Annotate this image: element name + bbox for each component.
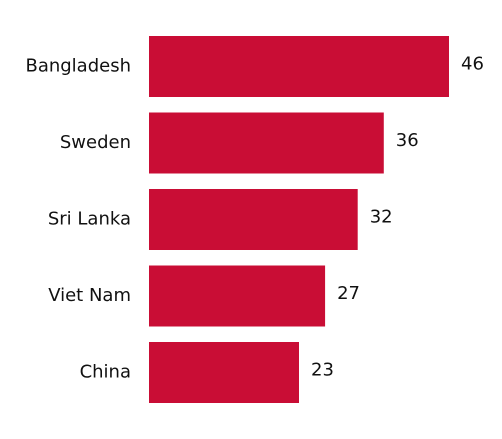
value-label: 32	[370, 207, 393, 228]
bar	[149, 189, 358, 250]
bar	[149, 342, 299, 403]
bar	[149, 36, 449, 97]
value-label: 27	[337, 283, 360, 304]
value-label: 23	[311, 360, 334, 381]
category-label: Sweden	[60, 132, 131, 153]
category-label: Viet Nam	[48, 285, 131, 306]
value-label: 36	[396, 130, 419, 151]
category-label: Bangladesh	[25, 56, 131, 77]
bar	[149, 265, 326, 327]
category-label: China	[80, 362, 131, 383]
value-label: 46	[461, 54, 484, 75]
bar	[149, 112, 384, 174]
category-label: Sri Lanka	[48, 209, 131, 230]
